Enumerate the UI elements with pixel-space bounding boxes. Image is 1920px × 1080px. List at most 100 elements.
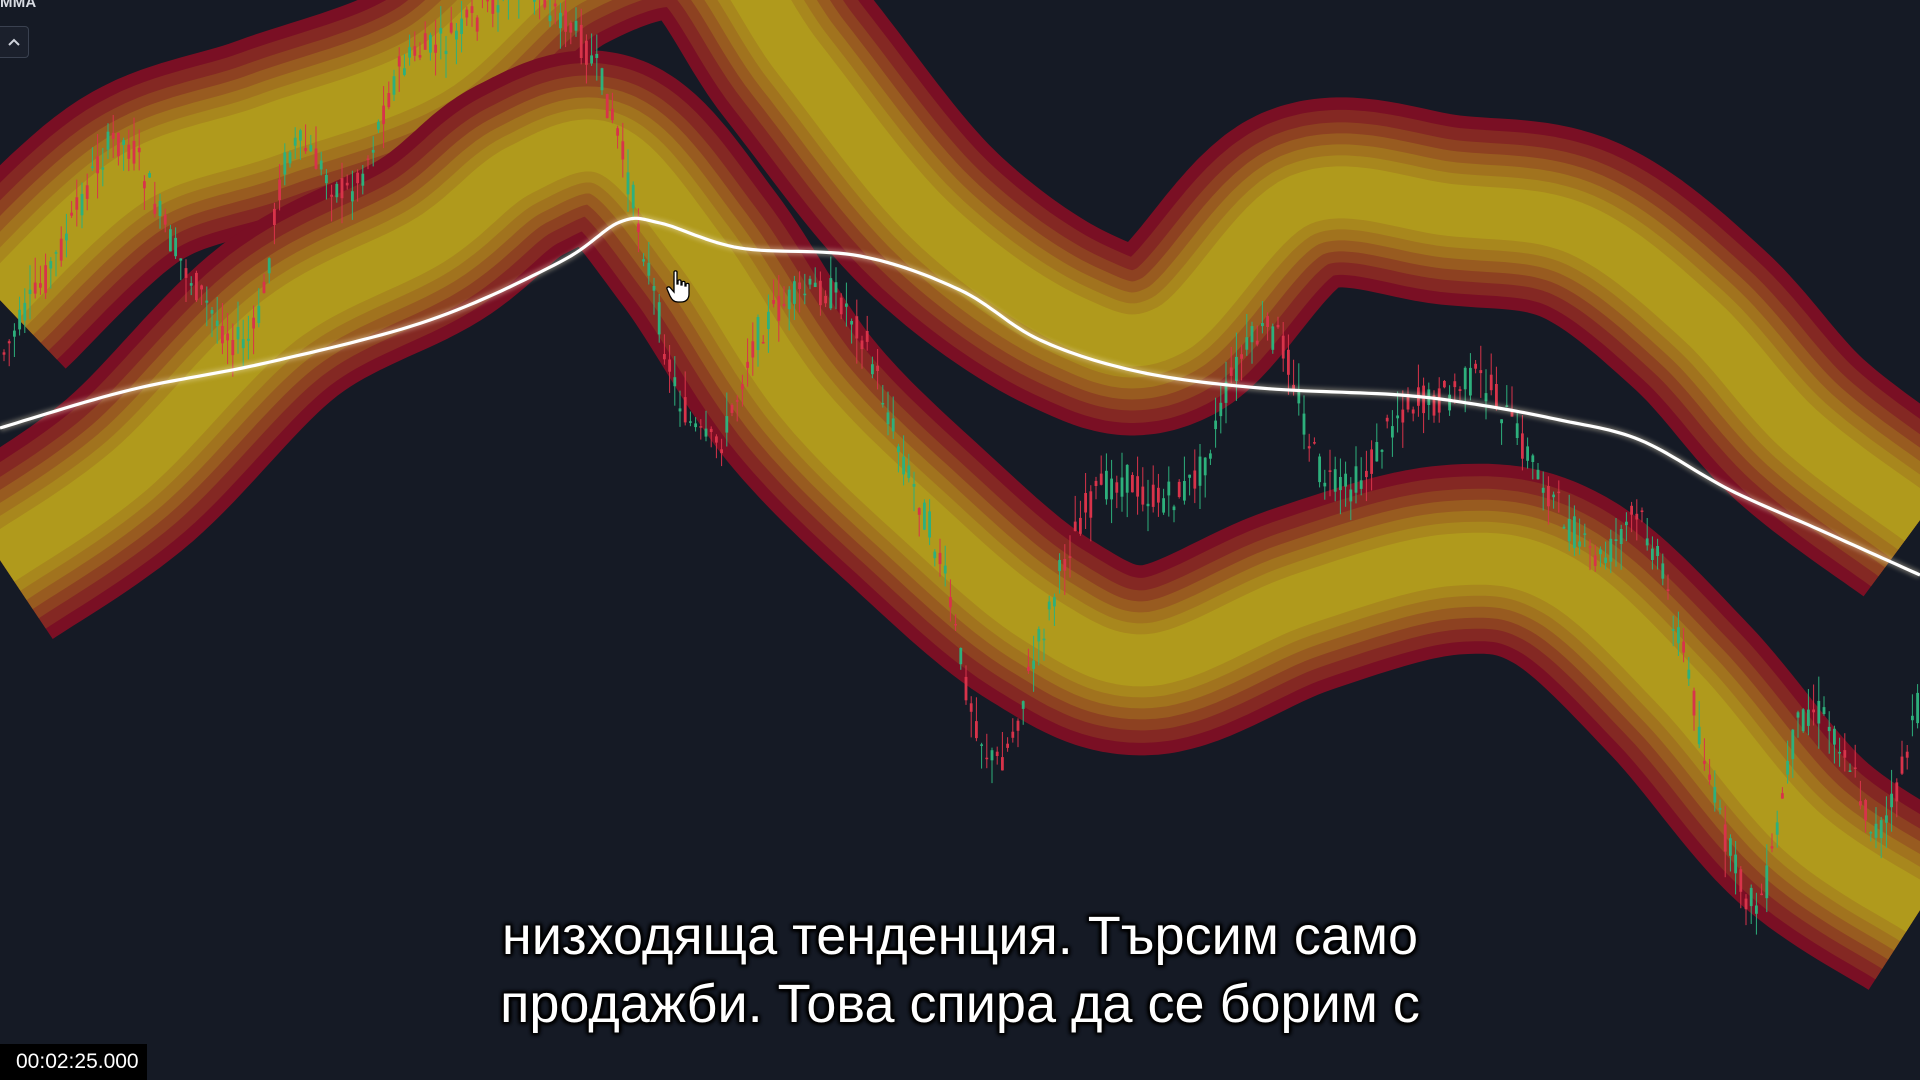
candle-body — [1016, 720, 1020, 731]
candle-body — [423, 33, 427, 50]
candle-body — [1640, 510, 1644, 512]
candle-body — [798, 282, 801, 289]
candle-body — [1817, 700, 1821, 724]
candle-body — [80, 193, 84, 216]
candle-body — [85, 185, 89, 199]
moving-average-path — [0, 216, 1920, 577]
candle-body — [881, 403, 885, 405]
candle-body — [1916, 692, 1919, 724]
candle-body — [756, 317, 760, 351]
candle-body — [351, 191, 354, 202]
candle-body — [1391, 426, 1394, 438]
candle-body — [673, 377, 677, 387]
candle-body — [1801, 709, 1805, 732]
candle-body — [1734, 854, 1737, 874]
candle-body — [226, 333, 229, 341]
candle-body — [1146, 503, 1150, 507]
candle-body — [1359, 480, 1363, 489]
candle-body — [309, 145, 313, 152]
candle-body — [803, 293, 807, 296]
candle-body — [377, 121, 380, 130]
candle-body — [553, 3, 557, 7]
candle-body — [1136, 476, 1139, 497]
candle-body — [1261, 323, 1264, 327]
candle-body — [1027, 666, 1030, 671]
moving-average-line — [0, 214, 1920, 579]
candle-body — [1666, 589, 1670, 591]
candle-body — [1703, 760, 1706, 764]
lower-ribbon-layer-6 — [0, 119, 1920, 934]
candle-body — [496, 5, 500, 13]
candle-body — [1812, 709, 1815, 713]
candle-body — [1141, 486, 1145, 505]
candle-body — [969, 703, 973, 712]
candle-body — [1021, 701, 1025, 709]
candle-body — [429, 34, 432, 53]
candle-body — [205, 300, 209, 303]
candle-body — [1333, 469, 1337, 492]
candle-body — [1396, 415, 1399, 419]
candle-body — [1219, 402, 1223, 417]
candle-body — [746, 361, 749, 368]
candle-body — [668, 359, 671, 372]
candle-body — [366, 158, 370, 160]
candle-body — [1573, 516, 1576, 548]
subtitle-line-1: низходяща тенденция. Търсим само — [501, 906, 1419, 966]
candle-body — [335, 183, 339, 198]
candle-body — [1209, 453, 1212, 459]
candle-body — [1401, 409, 1405, 423]
candle-body — [595, 53, 599, 58]
candle-body — [293, 137, 297, 146]
candle-body — [787, 289, 791, 310]
candle-body — [616, 128, 619, 136]
candle-body — [1188, 474, 1191, 478]
candle-body — [699, 426, 703, 428]
candle-body — [1489, 374, 1493, 391]
candle-body — [1099, 473, 1103, 485]
candle-body — [782, 303, 786, 307]
candle-body — [985, 757, 989, 760]
candle-body — [288, 152, 292, 164]
candle-body — [1879, 820, 1883, 839]
candle-body — [715, 436, 718, 443]
candle-body — [283, 152, 287, 175]
collapse-indicators-button[interactable] — [0, 26, 29, 58]
candle-body — [33, 282, 37, 294]
candle-body — [1058, 559, 1061, 572]
candle-body — [772, 300, 775, 304]
candle-body — [1198, 456, 1202, 486]
candle-body — [1874, 823, 1878, 838]
candle-body — [1739, 869, 1743, 892]
candle-body — [980, 744, 983, 746]
candle-body — [221, 326, 224, 344]
candle-body — [1677, 627, 1680, 644]
candle-body — [1651, 548, 1654, 560]
candle-body — [1593, 555, 1597, 566]
lower-ribbon — [0, 50, 1920, 1003]
candle-body — [325, 175, 328, 184]
candle-body — [720, 449, 723, 454]
candle-body — [1453, 381, 1457, 388]
candle-body — [751, 341, 755, 358]
candle-body — [1183, 481, 1186, 501]
candle-body — [1307, 446, 1311, 449]
candle-body — [793, 281, 796, 304]
candle-body — [1838, 752, 1841, 754]
candle-body — [319, 160, 323, 170]
candle-body — [1692, 690, 1696, 716]
candle-body — [455, 30, 458, 40]
candle-body — [1807, 709, 1810, 726]
candle-body — [1479, 370, 1483, 374]
candle-body — [18, 309, 21, 330]
candle-body — [1567, 519, 1571, 542]
candle-body — [1068, 556, 1072, 558]
upper-ribbon — [0, 0, 1920, 612]
candle-body — [1458, 389, 1462, 391]
candle-body — [1864, 800, 1867, 821]
candle-body — [470, 6, 474, 13]
candle-body — [543, 0, 547, 8]
candle-body — [1271, 326, 1275, 350]
candle-body — [1063, 559, 1067, 571]
